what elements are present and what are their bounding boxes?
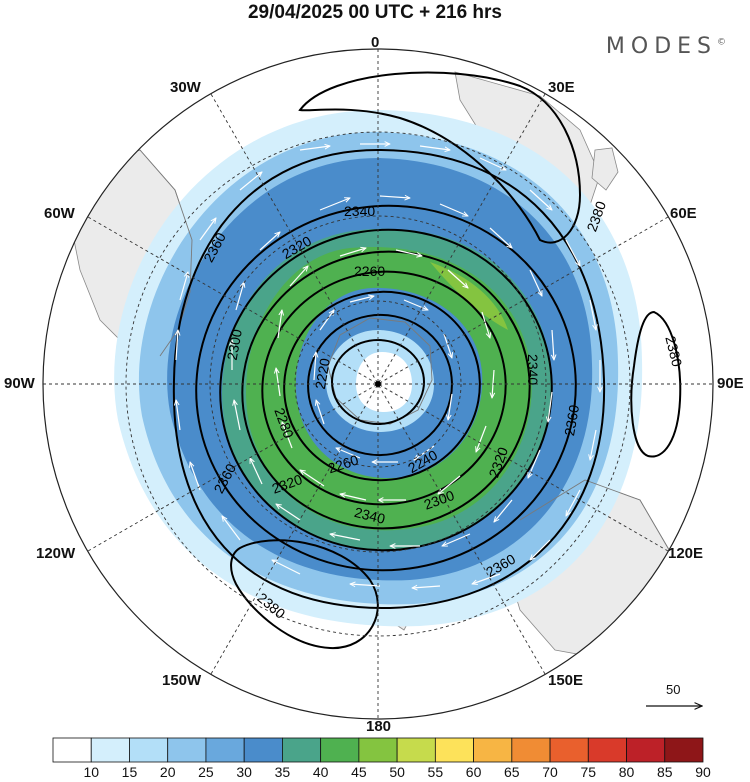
- contour-label-2360-e: 2360: [561, 403, 582, 437]
- colorbar-tick-label: 10: [83, 764, 100, 780]
- lon-label-120e: 120E: [668, 545, 704, 562]
- contour-label-2380-e: 2380: [662, 334, 685, 368]
- lon-label-60e: 60E: [670, 205, 697, 222]
- lon-label-60w: 60W: [44, 205, 75, 222]
- contour-label-2340-n: 2340: [344, 203, 375, 219]
- colorbar-swatch: [358, 737, 398, 763]
- contour-label-2220: 2220: [312, 357, 333, 391]
- graticule: [43, 49, 713, 719]
- south-pole-marker: [375, 381, 381, 387]
- lon-label-180: 180: [366, 718, 392, 735]
- colorbar-tick-label: 90: [695, 764, 711, 780]
- colorbar-swatch: [587, 737, 627, 763]
- colorbar-swatch: [243, 737, 283, 763]
- lon-label-30w: 30W: [170, 79, 201, 96]
- lon-label-120w: 120W: [36, 545, 76, 562]
- colorbar-swatch: [52, 737, 92, 763]
- colorbar-swatch: [664, 737, 704, 763]
- colorbar-swatch: [434, 737, 474, 763]
- colorbar-tick-label: 30: [236, 764, 252, 780]
- colorbar-swatch: [549, 737, 589, 763]
- colorbar-tick-label: 35: [274, 764, 291, 780]
- colorbar: [52, 737, 704, 763]
- map-disk: [43, 49, 713, 719]
- contour-label-2260-n: 2260: [354, 263, 385, 279]
- colorbar-tick-label: 75: [580, 764, 597, 780]
- map-boundary: [42, 48, 714, 720]
- colorbar-tick-label: 45: [351, 764, 367, 780]
- vector-reference-label: 50: [666, 682, 681, 697]
- madagascar-land: [591, 147, 619, 191]
- colorbar-swatch: [167, 737, 207, 763]
- colorbar-swatch: [90, 737, 130, 763]
- map-title: 29/04/2025 00 UTC + 216 hrs: [247, 2, 503, 23]
- lon-label-150w: 150W: [162, 672, 202, 689]
- lon-label-90e: 90E: [717, 375, 744, 392]
- contour-2300: [241, 250, 531, 530]
- colorbar-swatch: [473, 737, 513, 763]
- brand-mark: ©: [717, 37, 726, 48]
- colorbar-tick-label: 50: [389, 764, 405, 780]
- contour-2380-southwest: [230, 539, 379, 650]
- contour-label-2340-e: 2340: [525, 354, 541, 385]
- colorbar-tick-label: 20: [159, 764, 176, 780]
- height-contours: [172, 71, 682, 650]
- lon-label-0: 0: [371, 34, 380, 51]
- contour-2380-north: [298, 71, 582, 244]
- colorbar-tick-label: 15: [121, 764, 138, 780]
- contour-2380-east: [630, 310, 682, 458]
- colorbar-swatch: [626, 737, 666, 763]
- contour-2260: [283, 290, 481, 482]
- brand-text: MODES: [605, 34, 717, 59]
- colorbar-swatch: [205, 737, 245, 763]
- colorbar-tick-label: 60: [465, 764, 482, 780]
- colorbar-swatch: [396, 737, 436, 763]
- contour-2340: [195, 204, 577, 572]
- colorbar-tick-label: 55: [427, 764, 444, 780]
- colorbar-tick-label: 85: [656, 764, 673, 780]
- wind-vectors: [176, 144, 600, 588]
- colorbar-swatch: [511, 737, 551, 763]
- lon-label-90w: 90W: [4, 375, 35, 392]
- colorbar-swatch: [320, 737, 360, 763]
- lon-label-30e: 30E: [548, 79, 575, 96]
- contour-label-2340-s: 2340: [353, 504, 387, 527]
- colorbar-tick-label: 70: [542, 764, 558, 780]
- contour-label-2300: 2300: [224, 328, 245, 362]
- lon-label-150e: 150E: [548, 672, 584, 689]
- contour-2280: [261, 270, 507, 506]
- shade-50-ne: [430, 262, 508, 330]
- colorbar-tick-label: 40: [312, 764, 329, 780]
- colorbar-tick-label: 80: [618, 764, 635, 780]
- contour-2240: [307, 313, 453, 457]
- colorbar-swatch: [282, 737, 322, 763]
- brand-logo: MODES©: [606, 34, 726, 59]
- colorbar-tick-label: 25: [198, 764, 214, 780]
- colorbar-swatch: [129, 737, 169, 763]
- colorbar-tick-label: 65: [504, 764, 520, 780]
